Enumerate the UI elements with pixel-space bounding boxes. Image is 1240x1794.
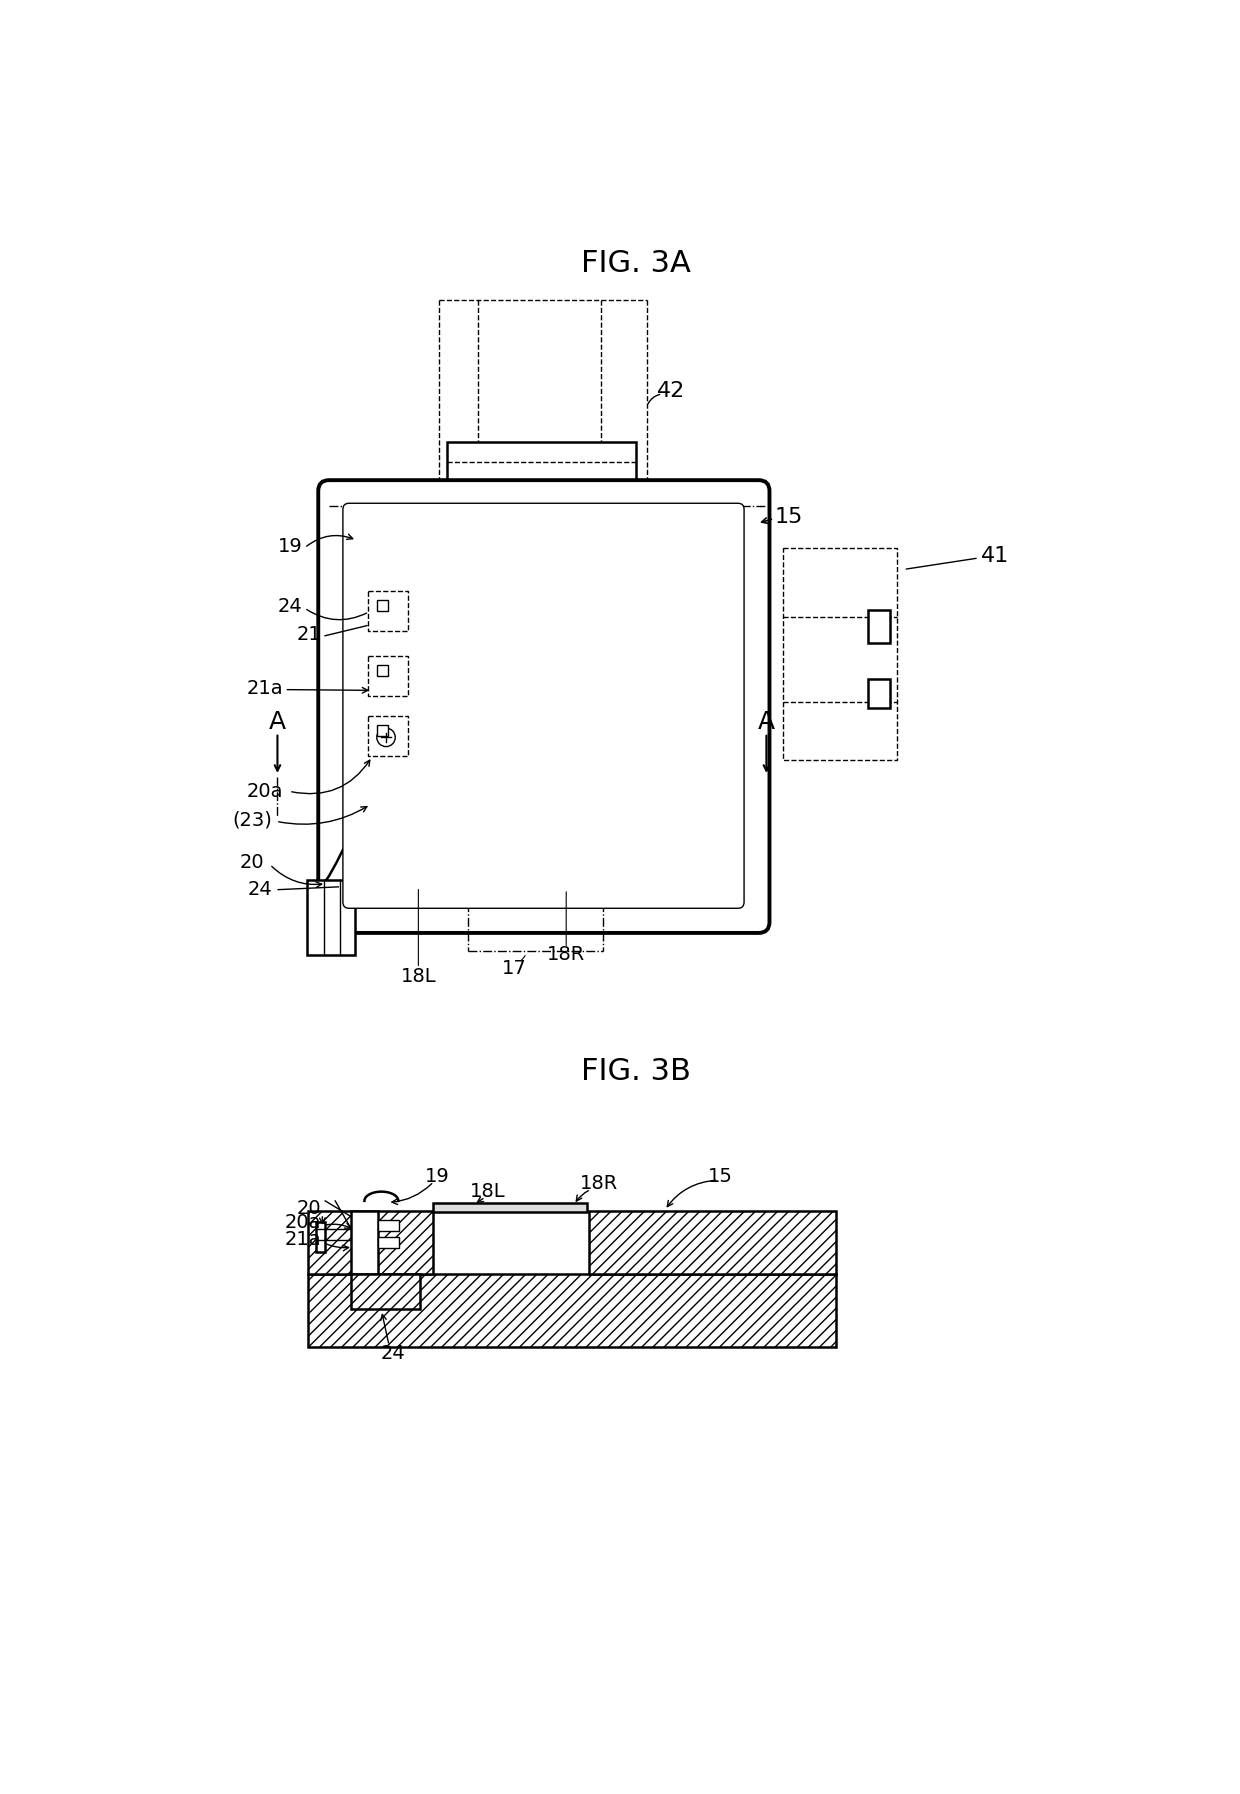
Bar: [414, 875, 670, 888]
Text: 21a: 21a: [285, 1231, 321, 1249]
Text: (23): (23): [232, 811, 272, 829]
Text: A: A: [758, 710, 775, 734]
Text: 20a: 20a: [285, 1213, 321, 1232]
Bar: [784, 547, 898, 759]
Text: 19: 19: [425, 1166, 450, 1186]
Text: 18L: 18L: [470, 1182, 506, 1202]
Text: 19: 19: [278, 536, 303, 556]
Text: 18R: 18R: [547, 945, 585, 963]
Text: 24: 24: [247, 879, 272, 899]
Text: A: A: [269, 710, 286, 734]
Text: FIG. 3A: FIG. 3A: [580, 249, 691, 278]
Text: 15: 15: [774, 508, 802, 527]
Text: 18L: 18L: [401, 967, 436, 985]
Text: 15: 15: [708, 1166, 733, 1186]
Bar: [351, 1211, 377, 1274]
Bar: [367, 657, 408, 696]
Bar: [367, 590, 408, 631]
Bar: [377, 601, 388, 612]
Bar: [446, 443, 635, 484]
Bar: [396, 509, 696, 531]
Text: FIG. 3B: FIG. 3B: [580, 1057, 691, 1085]
FancyBboxPatch shape: [319, 481, 770, 933]
Bar: [407, 531, 425, 870]
Text: 17: 17: [501, 958, 526, 978]
Text: 20: 20: [239, 852, 264, 872]
Bar: [309, 1211, 433, 1274]
Bar: [309, 1274, 836, 1347]
Bar: [345, 531, 407, 540]
Bar: [377, 666, 388, 676]
Text: 20: 20: [296, 1198, 321, 1218]
Text: 21: 21: [296, 626, 321, 644]
Bar: [316, 1222, 325, 1252]
Bar: [868, 610, 889, 644]
Text: 21a: 21a: [247, 680, 283, 698]
Bar: [377, 1238, 399, 1249]
Bar: [589, 1211, 836, 1274]
FancyBboxPatch shape: [343, 504, 744, 908]
Text: 20a: 20a: [247, 782, 283, 800]
Bar: [657, 531, 676, 870]
Bar: [425, 531, 657, 870]
Text: 24: 24: [381, 1344, 405, 1363]
Bar: [345, 861, 407, 868]
Bar: [377, 1220, 399, 1231]
Bar: [306, 879, 355, 954]
Bar: [367, 716, 408, 755]
Bar: [425, 865, 657, 875]
Text: 41: 41: [981, 545, 1008, 565]
Bar: [377, 725, 388, 736]
Text: 42: 42: [657, 380, 686, 400]
Bar: [433, 1204, 587, 1213]
Text: 18R: 18R: [580, 1175, 619, 1193]
Bar: [868, 678, 889, 709]
Bar: [351, 1274, 420, 1308]
Text: 24: 24: [278, 597, 303, 615]
